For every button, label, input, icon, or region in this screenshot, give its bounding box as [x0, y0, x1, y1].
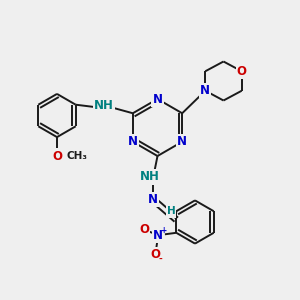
Text: N: N [153, 229, 163, 242]
Text: NH: NH [94, 100, 114, 112]
Text: N: N [148, 193, 158, 206]
Text: O: O [237, 65, 247, 78]
Text: +: + [160, 226, 167, 235]
Text: O: O [139, 223, 149, 236]
Text: H: H [167, 206, 176, 217]
Text: NH: NH [140, 170, 160, 184]
Text: O: O [150, 248, 160, 261]
Text: -: - [159, 254, 163, 263]
Text: CH₃: CH₃ [67, 151, 88, 161]
Text: N: N [152, 92, 163, 106]
Text: N: N [200, 84, 210, 97]
Text: O: O [52, 149, 62, 163]
Text: N: N [128, 135, 138, 148]
Text: N: N [177, 135, 187, 148]
